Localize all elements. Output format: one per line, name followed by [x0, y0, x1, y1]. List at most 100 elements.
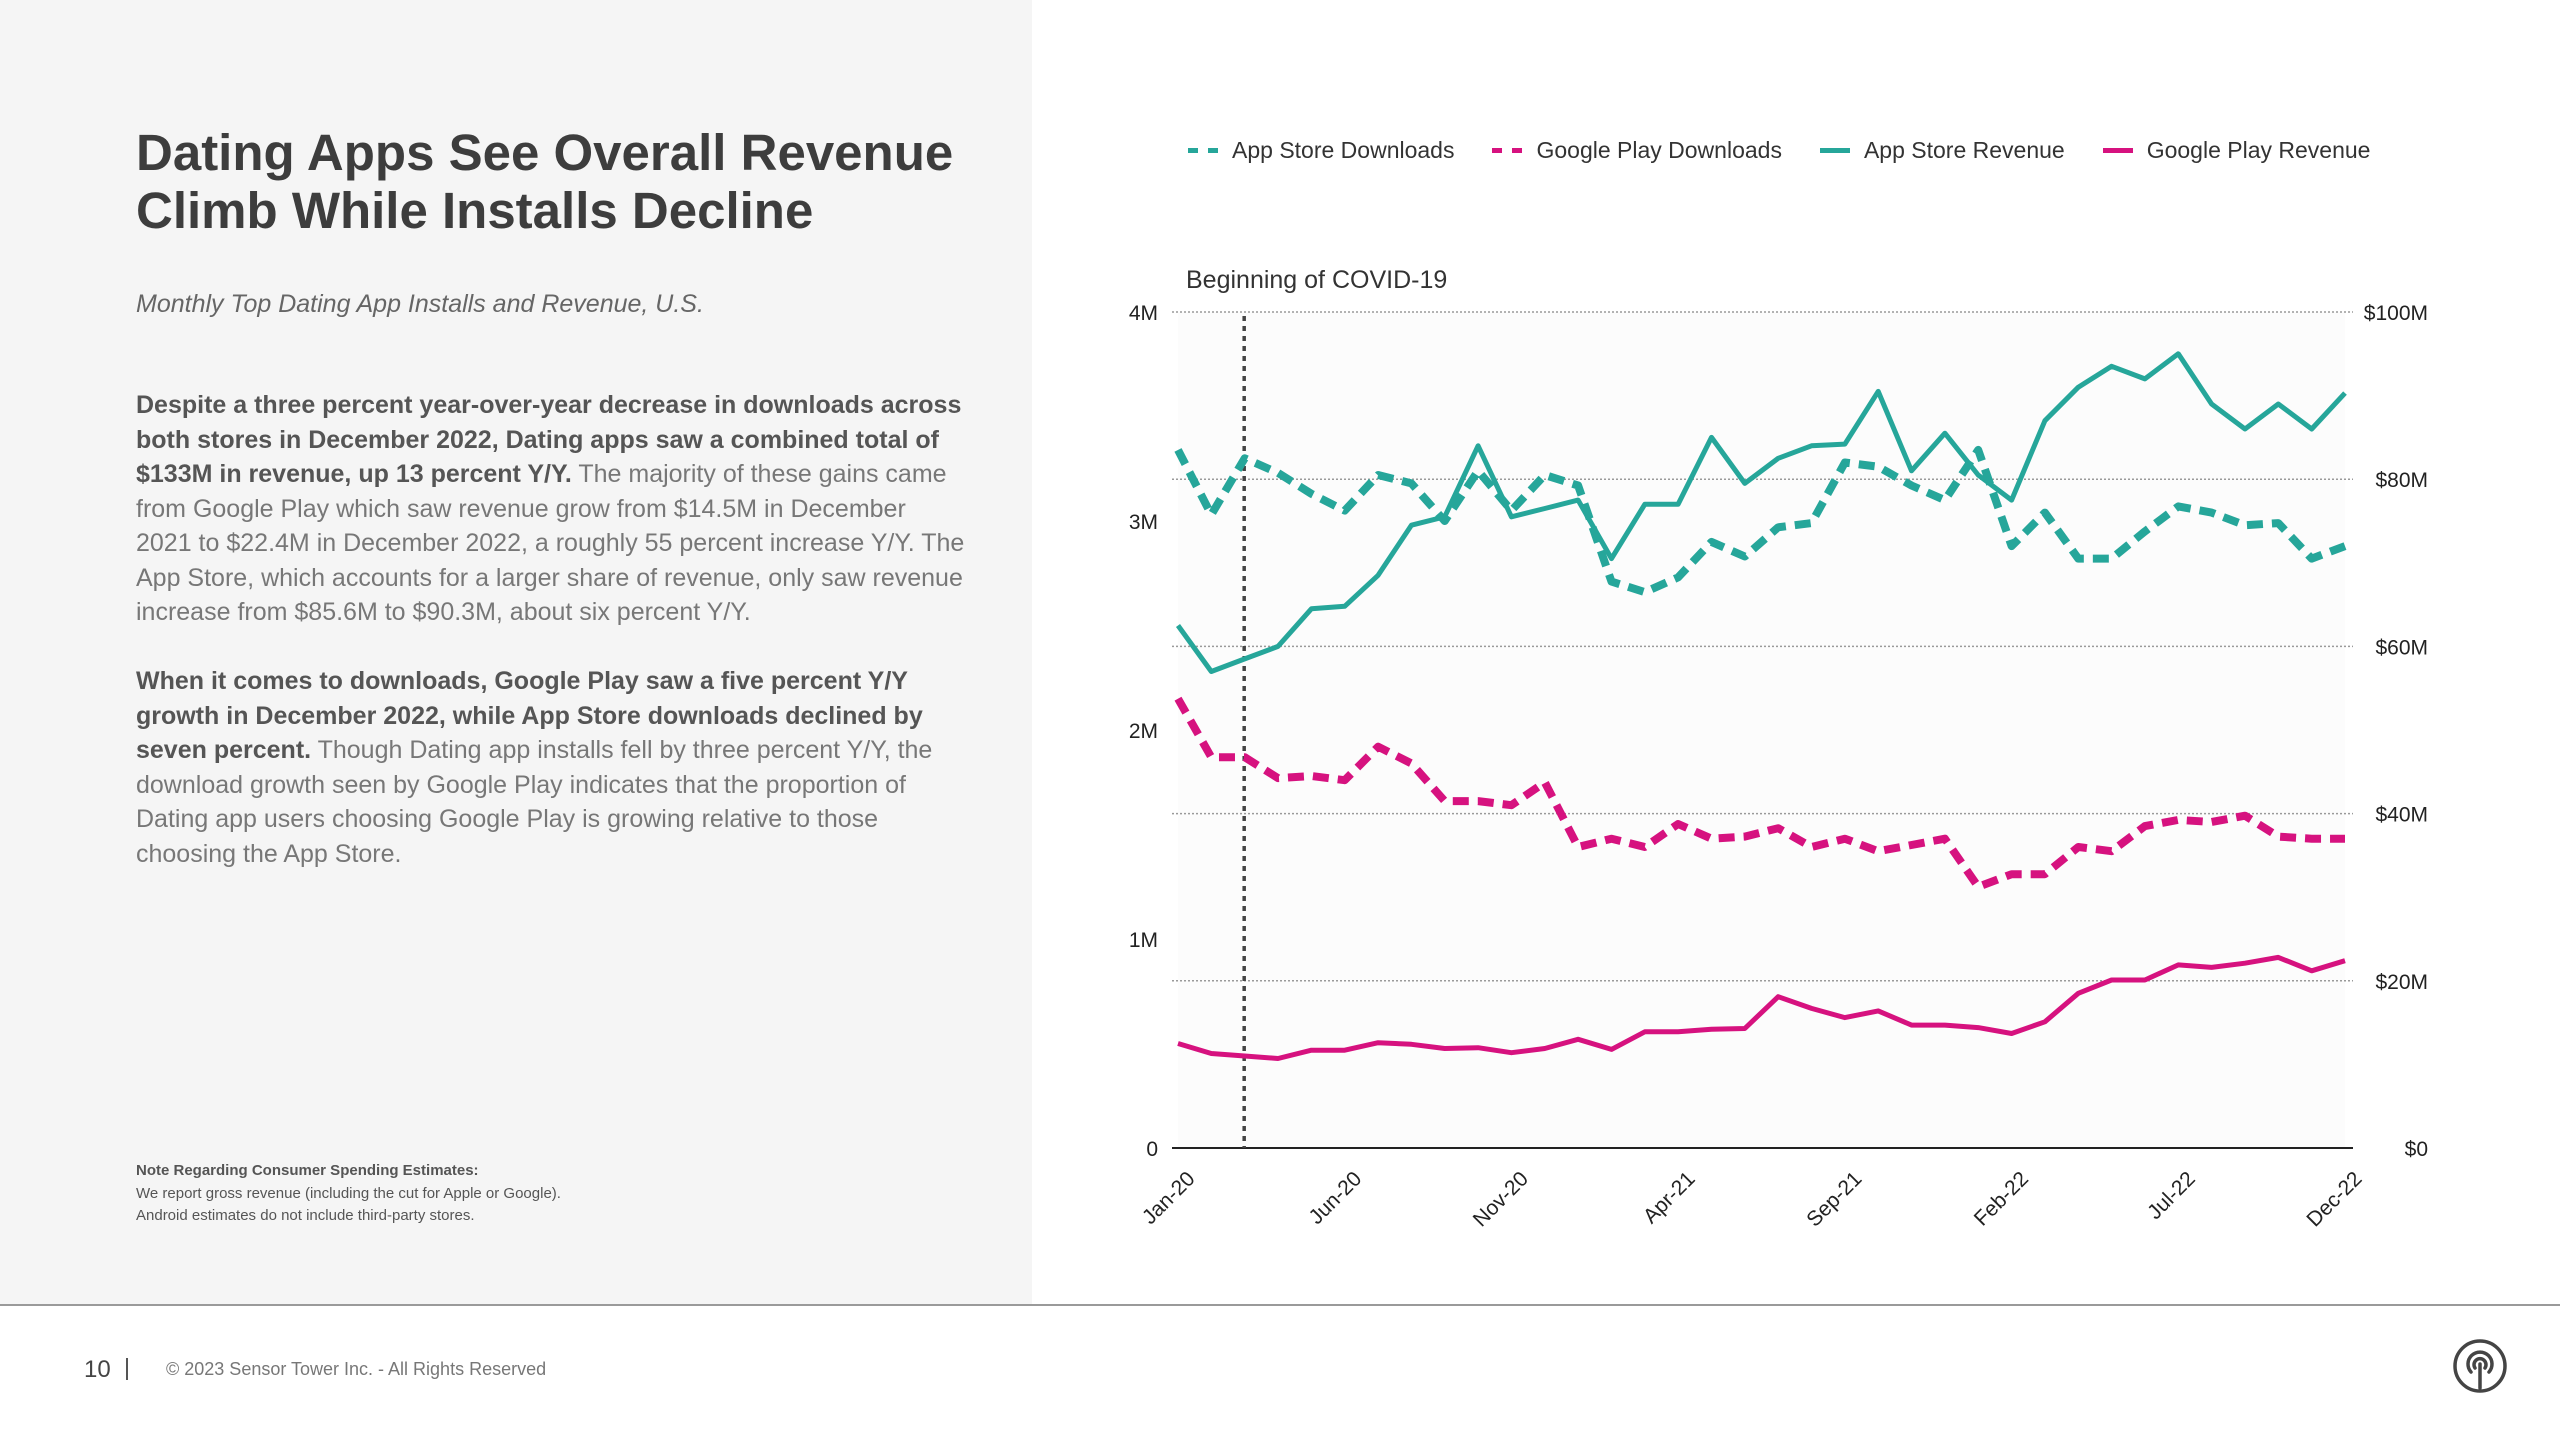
data-point: [1709, 836, 1714, 841]
data-point: [1876, 464, 1881, 469]
left-axis-tick-label: 4M: [1129, 302, 1158, 325]
data-point: [2076, 556, 2081, 561]
data-point: [1442, 519, 1447, 524]
data-point: [1642, 502, 1647, 507]
x-axis-tick-label: Dec-22: [2302, 1167, 2366, 1231]
data-point: [1542, 780, 1547, 785]
data-point: [1276, 644, 1281, 649]
data-point: [1476, 443, 1481, 448]
x-axis-tick-label: Jun-20: [1305, 1167, 1367, 1229]
data-point: [1709, 1027, 1714, 1032]
data-point: [1642, 1029, 1647, 1034]
data-point: [2076, 385, 2081, 390]
data-point: [1876, 389, 1881, 394]
data-point: [1809, 845, 1814, 850]
data-point: [2243, 523, 2248, 528]
data-point: [2243, 427, 2248, 432]
paragraph-2-text: Though Dating app installs fell by three…: [136, 736, 933, 868]
right-axis-tick-label: $20M: [2375, 971, 2428, 994]
data-point: [1842, 460, 1847, 465]
data-point: [1776, 994, 1781, 999]
data-point: [1909, 468, 1914, 473]
data-point: [1942, 836, 1947, 841]
data-point: [2009, 872, 2014, 877]
left-axis-tick-label: 3M: [1129, 511, 1158, 534]
data-point: [2276, 402, 2281, 407]
data-point: [1376, 744, 1381, 749]
series-line-google-play-downloads: [1174, 696, 2345, 891]
legend-app-store-revenue: App Store Revenue: [1819, 136, 2065, 164]
data-point: [2343, 836, 2348, 841]
data-point: [1609, 556, 1614, 561]
data-point: [1342, 778, 1347, 783]
data-point: [2142, 376, 2147, 381]
x-axis-tick-label: Jan-20: [1138, 1167, 1200, 1229]
spending-note: Note Regarding Consumer Spending Estimat…: [136, 1160, 836, 1228]
data-point: [2209, 510, 2214, 515]
data-point: [1309, 491, 1314, 496]
page-title: Dating Apps See Overall Revenue Climb Wh…: [136, 124, 954, 239]
data-point: [1742, 1026, 1747, 1031]
data-point: [1609, 1047, 1614, 1052]
data-point: [1309, 774, 1314, 779]
data-point: [2276, 955, 2281, 960]
x-axis-tick-label: Jul-22: [2143, 1167, 2200, 1224]
data-point: [1409, 523, 1414, 528]
paragraph-1-text: The majority of these gains came from Go…: [136, 460, 965, 626]
data-point: [2343, 958, 2348, 963]
data-point: [2142, 529, 2147, 534]
right-axis-tick-label: $40M: [2375, 804, 2428, 827]
footer-divider: [0, 1304, 2560, 1306]
legend-label: Google Play Downloads: [1536, 136, 1782, 163]
paragraph-2-bold: When it comes to downloads, Google Play …: [136, 667, 923, 764]
paragraph-1-bold: Despite a three percent year-over-year d…: [136, 391, 962, 488]
data-point: [2076, 845, 2081, 850]
data-point: [1709, 435, 1714, 440]
page-number: 10: [84, 1356, 111, 1383]
data-point: [1809, 1006, 1814, 1011]
data-point: [1776, 456, 1781, 461]
chart-subtitle: Monthly Top Dating App Installs and Reve…: [136, 290, 704, 318]
right-axis-tick-label: $80M: [2375, 469, 2428, 492]
data-point: [2142, 978, 2147, 983]
left-panel: [0, 0, 1032, 1304]
data-point: [1909, 1023, 1914, 1028]
legend-label: App Store Revenue: [1863, 136, 2065, 163]
legend-label: App Store Downloads: [1232, 136, 1455, 163]
data-point: [2042, 872, 2047, 877]
x-axis-tick-label: Nov-20: [1469, 1167, 1533, 1231]
data-point: [2243, 961, 2248, 966]
copyright-text: © 2023 Sensor Tower Inc. - All Rights Re…: [166, 1359, 547, 1379]
plot-area: [1178, 312, 2345, 1148]
note-title: Note Regarding Consumer Spending Estimat…: [136, 1162, 479, 1179]
data-point: [1342, 508, 1347, 513]
x-axis-tick-label: Sep-21: [1802, 1167, 1866, 1231]
data-point: [2309, 968, 2314, 973]
sensor-tower-logo-icon: [2453, 1339, 2507, 1393]
data-point: [2309, 836, 2314, 841]
data-point: [1476, 799, 1481, 804]
data-point: [2042, 510, 2047, 515]
data-point: [2343, 391, 2348, 396]
right-axis-tick-label: $0: [2405, 1138, 2428, 1161]
data-point: [1242, 755, 1247, 760]
legend-swatch: [1188, 147, 1218, 153]
data-point: [1442, 799, 1447, 804]
data-point: [2176, 817, 2181, 822]
data-point: [2109, 364, 2114, 369]
data-point: [1842, 836, 1847, 841]
data-point: [2276, 521, 2281, 526]
data-point: [1976, 447, 1981, 452]
data-point: [1576, 1037, 1581, 1042]
series-line-app-store-revenue: [1175, 351, 2347, 674]
data-point: [1776, 525, 1781, 530]
data-point: [1976, 473, 1981, 478]
data-point: [1176, 623, 1181, 628]
data-point: [1276, 1056, 1281, 1061]
data-point: [1576, 845, 1581, 850]
data-point: [1376, 473, 1381, 478]
data-point: [1209, 669, 1214, 674]
data-point: [1409, 761, 1414, 766]
data-point: [1509, 508, 1514, 513]
data-point: [1742, 834, 1747, 839]
